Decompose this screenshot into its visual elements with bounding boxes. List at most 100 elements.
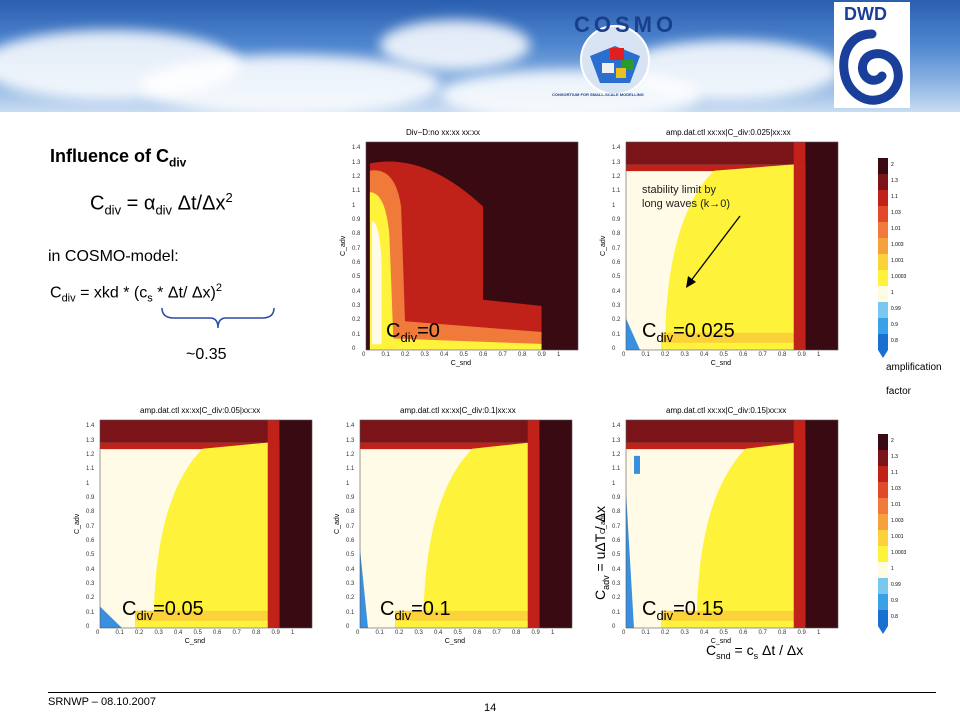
heatmap-region (805, 420, 838, 628)
colorbar-swatch (878, 190, 888, 206)
x-tick-label: 0.9 (797, 352, 806, 358)
y-tick-label: 1.1 (612, 466, 621, 473)
x-tick-label: 1 (551, 630, 555, 636)
y-tick-label: 0.3 (352, 302, 361, 309)
y-tick-label: 0.3 (346, 580, 355, 587)
colorbar-swatch (878, 466, 888, 482)
colorbar-swatch (878, 174, 888, 190)
x-tick-label: 0.6 (473, 630, 482, 636)
y-tick-label: 0.4 (352, 288, 361, 295)
y-tick-label: 0 (612, 346, 616, 352)
annotation-arrow (686, 215, 741, 288)
colorbar-tick-label: 1.01 (891, 502, 901, 508)
colorbar-end-arrow (878, 350, 888, 358)
colorbar-swatch (878, 610, 888, 626)
x-tick-label: 0.9 (537, 352, 546, 358)
x-tick-label: 0.8 (252, 630, 261, 636)
x-tick-label: 0.9 (797, 630, 806, 636)
x-tick-label: 0.1 (375, 630, 384, 636)
y-tick-label: 0.5 (86, 552, 95, 559)
heatmap-svg (625, 141, 839, 351)
colorbar-swatch (878, 514, 888, 530)
colorbar-tick-label: 0.99 (891, 306, 901, 312)
cdiv-label: Cdiv=0.025 (642, 320, 735, 345)
y-tick-label: 0.2 (352, 317, 361, 324)
panel-title: amp.dat.ctl xx:xx|C_div:0.15|xx:xx (666, 406, 787, 415)
heatmap-svg (625, 419, 839, 629)
x-tick-label: 0 (96, 630, 100, 636)
y-tick-label: 1.1 (352, 188, 361, 195)
y-tick-label: 0.1 (612, 609, 621, 616)
colorbar-swatch (878, 562, 888, 578)
y-tick-label: 0.8 (86, 509, 95, 516)
y-tick-label: 0.6 (612, 537, 621, 544)
colorbar-swatch (878, 594, 888, 610)
x-tick-label: 1 (557, 352, 561, 358)
x-tick-label: 0.7 (758, 352, 767, 358)
heatmap-region (626, 442, 838, 450)
x-tick-label: 1 (817, 352, 821, 358)
y-tick-label: 0.4 (612, 566, 621, 573)
x-tick-label: 0.3 (680, 352, 689, 358)
panel-title: amp.dat.ctl xx:xx|C_div:0.025|xx:xx (666, 128, 791, 137)
y-tick-label: 1.2 (612, 173, 621, 180)
colorbar-swatch (878, 302, 888, 318)
y-tick-label: 0.3 (86, 580, 95, 587)
dwd-logo: DWD (834, 2, 910, 108)
y-tick-label: 0.9 (346, 494, 355, 501)
colorbar-tick-label: 1 (891, 566, 894, 572)
colorbar-2 (878, 434, 888, 626)
y-tick-label: 0 (612, 624, 616, 630)
x-tick-label: 0.3 (680, 630, 689, 636)
x-tick-label: 0.6 (479, 352, 488, 358)
heatmap-region (360, 442, 572, 450)
x-tick-label: 0.7 (758, 630, 767, 636)
x-tick-label: 0.5 (453, 630, 462, 636)
heatmap-region (135, 620, 280, 628)
y-tick-label: 0.6 (86, 537, 95, 544)
plot-frame (625, 141, 839, 351)
y-tick-label: 0.5 (352, 274, 361, 281)
y-tick-label: 0.2 (86, 595, 95, 602)
factor-label: factor (886, 386, 912, 397)
cosmo-logo: COSMO CONSORTIUM FOR SMALL-SCALE MODELLI… (552, 8, 673, 104)
header-banner: COSMO CONSORTIUM FOR SMALL-SCALE MODELLI… (0, 0, 960, 112)
heatmap-region (423, 441, 540, 628)
heatmap-region (369, 161, 552, 350)
x-tick-label: 0.5 (719, 630, 728, 636)
heatmap-region (805, 142, 838, 350)
y-tick-label: 0.8 (612, 231, 621, 238)
heatmap-region (527, 420, 540, 628)
panel-title: Div−D:no xx:xx xx:xx (406, 128, 481, 137)
x-tick-label: 0.3 (154, 630, 163, 636)
y-tick-label: 0.7 (612, 523, 621, 530)
colorbar-swatch (878, 238, 888, 254)
colorbar-swatch (878, 434, 888, 450)
heatmap-region (626, 164, 838, 172)
heatmap-region (626, 420, 838, 443)
heatmap-region (395, 620, 540, 628)
plot-frame (625, 419, 839, 629)
footer-event: SRNWP – 08.10.2007 (48, 696, 157, 708)
x-tick-label: 0.2 (661, 630, 670, 636)
y-tick-label: 0.5 (612, 274, 621, 281)
x-tick-label: 0.2 (135, 630, 144, 636)
footer-rule (48, 692, 936, 693)
y-tick-label: 0.3 (612, 580, 621, 587)
y-tick-label: 0.9 (612, 494, 621, 501)
x-tick-label: 1 (817, 630, 821, 636)
cadv-axis-label: Cadv = uΔT / Δx (592, 505, 611, 600)
y-tick-label: 0.8 (346, 509, 355, 516)
colorbar-tick-label: 1.0003 (891, 550, 907, 556)
y-tick-label: 0.7 (612, 245, 621, 252)
y-tick-label: 0.7 (352, 245, 361, 252)
colorbar-tick-label: 1.03 (891, 486, 901, 492)
heatmap-region (661, 620, 806, 628)
y-tick-label: 1 (352, 202, 356, 209)
y-axis-label: C_adv (340, 235, 347, 256)
colorbar-swatch (878, 270, 888, 286)
heatmap-panel-1: Div−D:no xx:xx xx:xx 1.4 1.3 1.2 1.1 1 0.9 0.8 0… (340, 128, 590, 368)
y-tick-label: 1.2 (352, 173, 361, 180)
y-tick-label: 0.1 (86, 609, 95, 616)
y-tick-label: 1.2 (346, 451, 355, 458)
